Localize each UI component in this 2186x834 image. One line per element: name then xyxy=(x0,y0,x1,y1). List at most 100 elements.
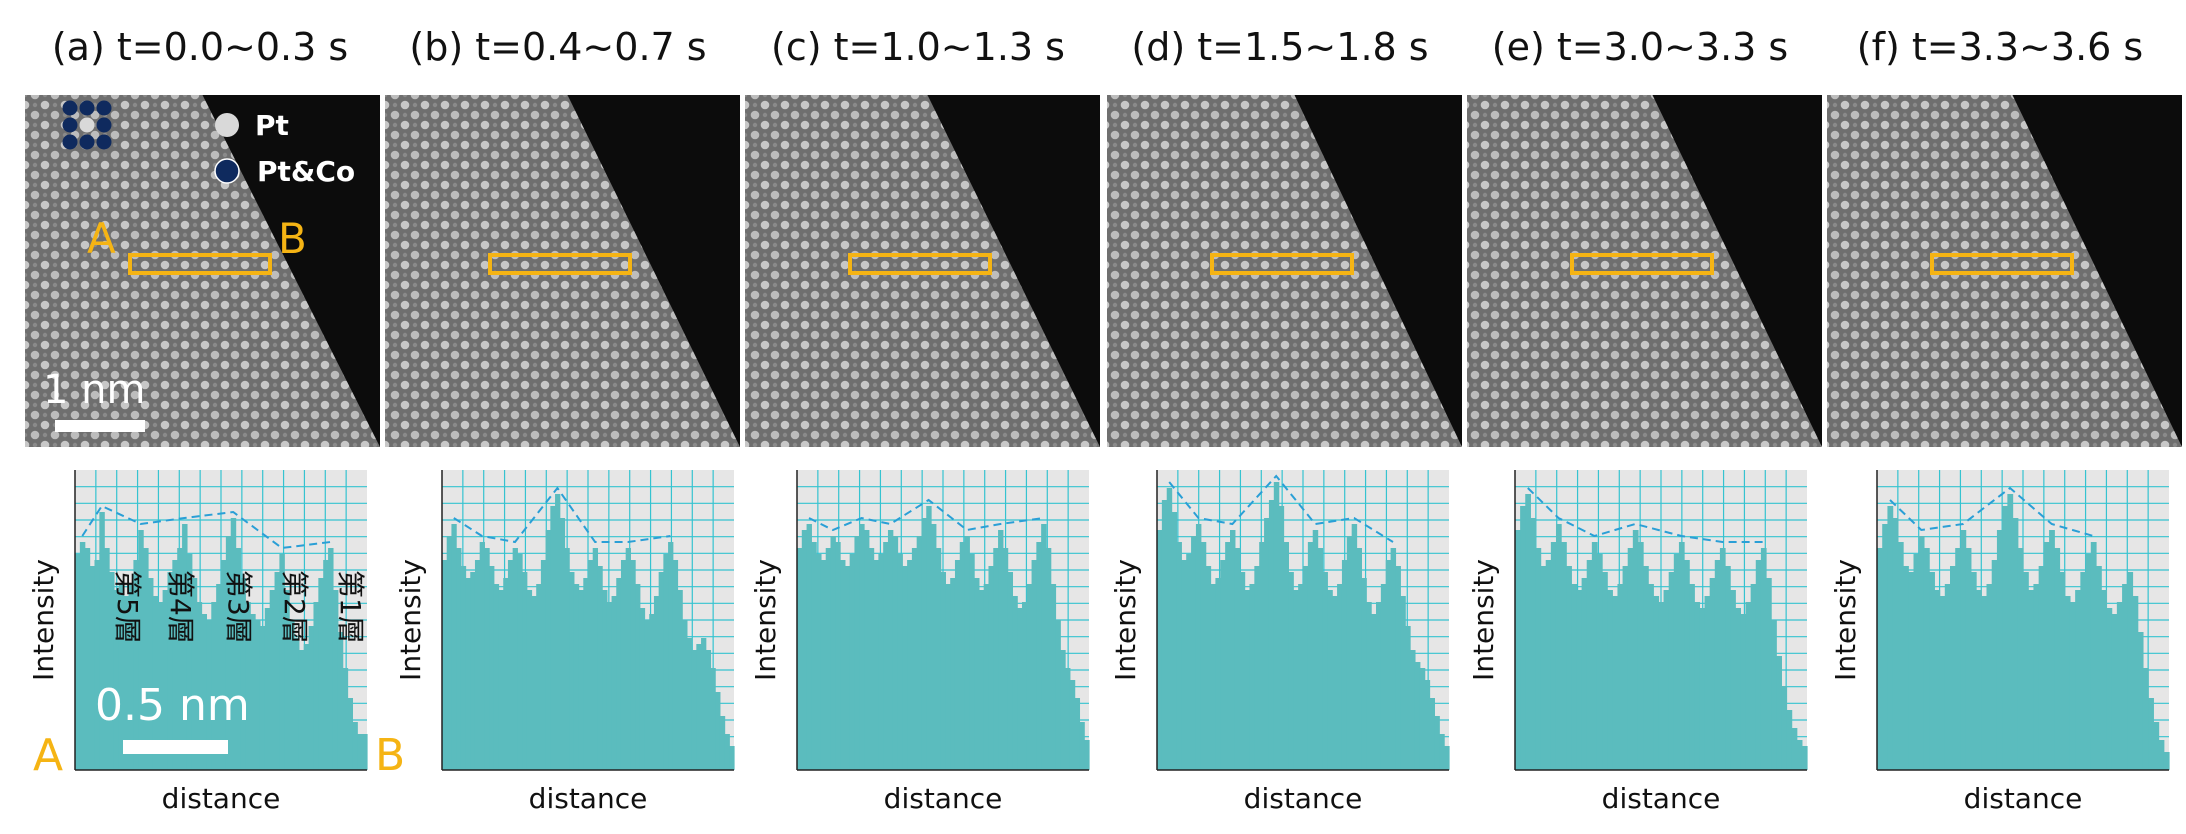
profile-bar xyxy=(2064,596,2071,770)
layer-label: 第4層 xyxy=(164,570,197,644)
stem-image-panel xyxy=(385,95,740,447)
intensity-profile-plot: distance Intensity xyxy=(1109,470,1450,815)
profile-bar xyxy=(625,548,631,770)
profile-bar xyxy=(1530,518,1537,770)
x-axis-label: distance xyxy=(1602,782,1721,815)
profile-bar xyxy=(186,554,193,770)
profile-bar xyxy=(710,668,716,770)
profile-bar xyxy=(1986,584,1993,770)
profile-bar xyxy=(564,548,570,770)
profile-bar xyxy=(2007,494,2014,770)
profile-bar xyxy=(1205,566,1212,770)
profile-bar xyxy=(279,554,285,770)
intensity-profile-plot: distance Intensity xyxy=(27,470,368,815)
stem-image-panel xyxy=(1467,95,1822,447)
profile-bar xyxy=(998,530,1004,770)
profile-bar xyxy=(1740,614,1747,770)
profile-bar xyxy=(859,524,865,770)
profile-bar xyxy=(1725,566,1731,770)
line-profile-box xyxy=(848,253,992,275)
panel-label: (f) t=3.3~3.6 s xyxy=(1857,25,2143,69)
profile-bar xyxy=(559,518,566,770)
profile-bar xyxy=(916,536,923,770)
profile-bar xyxy=(1903,566,1909,770)
profile-bar xyxy=(1760,548,1767,770)
profile-bar xyxy=(950,578,956,770)
profile-bar xyxy=(844,566,851,770)
profile-bar xyxy=(1380,584,1387,770)
profile-bar xyxy=(1976,590,1982,770)
image-scale-bar xyxy=(55,420,145,432)
profile-bar xyxy=(332,590,339,770)
profile-bar xyxy=(883,542,889,770)
profile-bar xyxy=(588,560,594,770)
profile-bar xyxy=(1264,518,1270,770)
profile-bar xyxy=(1622,566,1629,770)
profile-bar xyxy=(1210,584,1216,770)
profile-bar xyxy=(522,572,528,770)
profile-bar xyxy=(931,524,937,770)
profile-bar xyxy=(954,560,961,770)
profile-bar xyxy=(2049,530,2055,770)
profile-bar xyxy=(284,590,290,770)
profile-bar xyxy=(323,560,329,770)
profile-bar xyxy=(897,554,903,770)
profile-bars xyxy=(1157,482,1450,770)
profile-bar xyxy=(873,560,879,770)
profile-bar xyxy=(152,596,159,770)
profile-bar xyxy=(686,638,693,770)
profile-bar xyxy=(1596,554,1603,770)
profile-bar xyxy=(1576,590,1583,770)
profile-bar xyxy=(211,602,217,770)
profile-bar xyxy=(512,548,518,770)
profile-bar xyxy=(715,692,721,770)
intensity-profile-plot: distance Intensity xyxy=(394,470,735,815)
profile-bar xyxy=(240,578,246,770)
profile-bar xyxy=(2069,602,2076,770)
profile-bar xyxy=(616,578,622,770)
profile-bar xyxy=(2101,590,2108,770)
profile-bar xyxy=(849,554,856,770)
profile-bar xyxy=(2043,542,2050,770)
profile-bar xyxy=(1050,584,1057,770)
profile-bar xyxy=(959,542,966,770)
panel-label: (b) t=0.4~0.7 s xyxy=(409,25,706,69)
profile-bar xyxy=(269,590,276,770)
profile-point-b-label: B xyxy=(375,730,405,781)
profile-bar xyxy=(2153,722,2160,770)
profile-bar xyxy=(1278,506,1285,770)
y-axis-label: Intensity xyxy=(1829,559,1862,681)
profile-bar xyxy=(545,530,551,770)
profile-scale-bar xyxy=(123,740,228,754)
profile-bar xyxy=(274,572,280,770)
profile-bar xyxy=(1699,608,1706,770)
profile-bar xyxy=(167,572,173,770)
line-profile-box xyxy=(488,253,632,275)
profile-point-a-label: A xyxy=(33,730,63,781)
profile-bar xyxy=(1317,548,1324,770)
profile-bar xyxy=(663,554,669,770)
profile-bar xyxy=(308,626,315,770)
profile-bar xyxy=(75,554,81,770)
profile-bar xyxy=(1390,548,1397,770)
profile-bar xyxy=(611,596,617,770)
profile-bar xyxy=(1950,566,1956,770)
profile-bar xyxy=(1525,494,1531,770)
profile-bar xyxy=(2023,572,2029,770)
profile-bar xyxy=(1735,608,1742,770)
profile-bar xyxy=(264,608,271,770)
profile-bar xyxy=(289,620,295,770)
stem-image-panel xyxy=(1107,95,1462,447)
profile-bar xyxy=(2059,572,2066,770)
profile-bar xyxy=(1653,596,1660,770)
profile-bar xyxy=(1002,548,1009,770)
profile-bar xyxy=(177,548,183,770)
profile-bar xyxy=(921,518,927,770)
profile-bar xyxy=(2137,632,2144,770)
profile-bar xyxy=(2132,596,2139,770)
profile-bar xyxy=(825,548,832,770)
profile-bar xyxy=(1617,584,1624,770)
profile-bar xyxy=(1965,548,1972,770)
profile-bar xyxy=(113,590,120,770)
profile-bar xyxy=(1923,548,1930,770)
